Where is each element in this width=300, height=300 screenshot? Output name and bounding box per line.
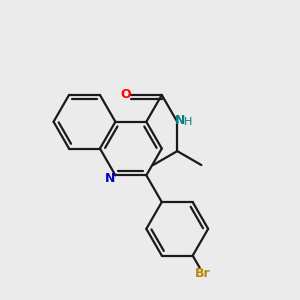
Text: Br: Br	[195, 267, 211, 280]
Text: O: O	[120, 88, 131, 101]
Text: H: H	[184, 117, 193, 127]
Text: N: N	[105, 172, 115, 185]
Text: N: N	[175, 114, 185, 127]
